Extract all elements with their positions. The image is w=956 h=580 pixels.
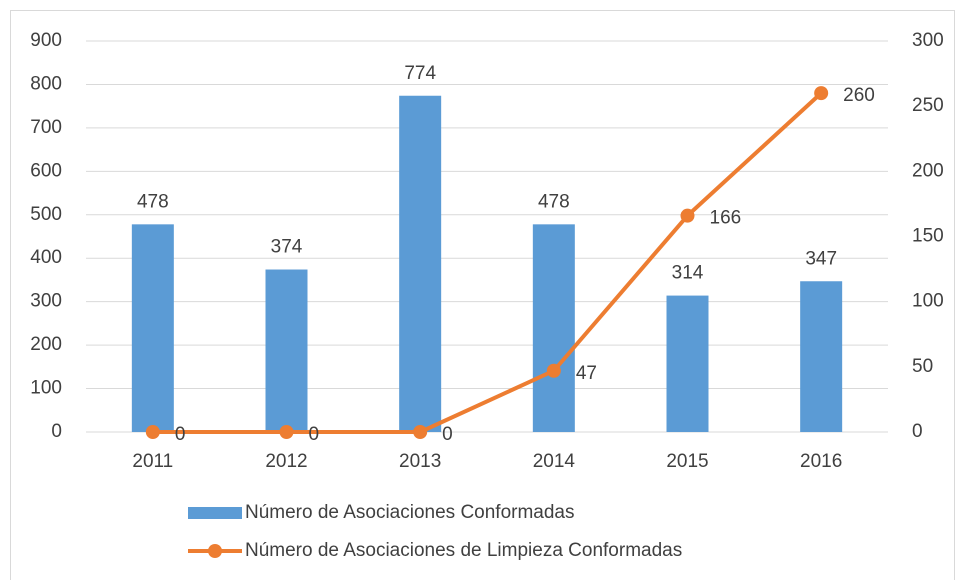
y-tick-label: 200 [30,334,62,355]
y-tick-label: 500 [30,204,62,225]
bar [131,224,174,432]
legend-label: Número de Asociaciones de Limpieza Confo… [245,540,682,561]
line-value-label: 166 [710,208,742,229]
y2-tick-label: 200 [912,160,944,181]
line-marker [279,425,294,439]
y2-tick-label: 250 [912,95,944,116]
line-marker [546,363,561,378]
line-value-label: 47 [576,363,597,384]
x-tick-label: 2015 [666,451,708,472]
x-tick-label: 2016 [800,451,842,472]
y-tick-label: 100 [30,378,62,399]
y-tick-label: 700 [30,117,62,138]
line-marker [814,86,829,101]
y-tick-label: 400 [30,247,62,268]
line-value-label: 0 [442,424,453,445]
legend-label: Número de Asociaciones Conformadas [245,502,575,523]
y-tick-label: 600 [30,160,62,181]
bar-value-label: 774 [404,63,436,84]
bar [666,295,709,432]
y2-tick-label: 150 [912,226,944,247]
x-tick-label: 2013 [399,451,441,472]
bar [800,281,843,432]
bar-value-label: 374 [271,237,303,258]
line-marker [680,208,695,223]
line-value-label: 0 [309,424,320,445]
y2-tick-label: 50 [912,356,933,377]
y-tick-label: 0 [51,421,62,442]
line-value-label: 260 [843,85,875,106]
bar [265,269,308,432]
line-value-label: 0 [175,424,186,445]
y-tick-label: 800 [30,73,62,94]
x-tick-label: 2012 [265,451,307,472]
legend-swatch-marker [208,544,222,558]
legend-swatch [188,507,242,519]
x-tick-label: 2011 [132,451,173,472]
bar [532,224,575,432]
line-marker [413,425,428,439]
bar-value-label: 347 [805,248,837,269]
y2-tick-label: 0 [912,421,923,442]
line-marker [145,425,160,439]
y2-tick-label: 100 [912,291,944,312]
y2-tick-label: 300 [912,30,944,51]
bar [399,95,442,433]
bar-value-label: 478 [538,191,570,212]
y-tick-label: 300 [30,291,62,312]
x-tick-label: 2014 [533,451,576,472]
bar-value-label: 314 [672,263,704,284]
line [152,91,823,434]
bar-value-label: 478 [137,191,169,212]
chart-border [10,10,955,580]
y-tick-label: 900 [30,30,62,51]
